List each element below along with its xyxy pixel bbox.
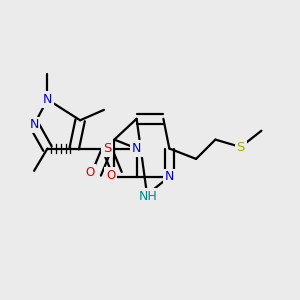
- Text: N: N: [43, 93, 52, 106]
- Text: N: N: [29, 118, 39, 131]
- Text: O: O: [106, 169, 116, 182]
- Text: S: S: [236, 140, 245, 154]
- Text: N: N: [165, 170, 174, 183]
- Text: S: S: [103, 142, 111, 155]
- Text: N: N: [132, 142, 141, 155]
- Text: NH: NH: [139, 190, 158, 202]
- Text: O: O: [85, 166, 94, 179]
